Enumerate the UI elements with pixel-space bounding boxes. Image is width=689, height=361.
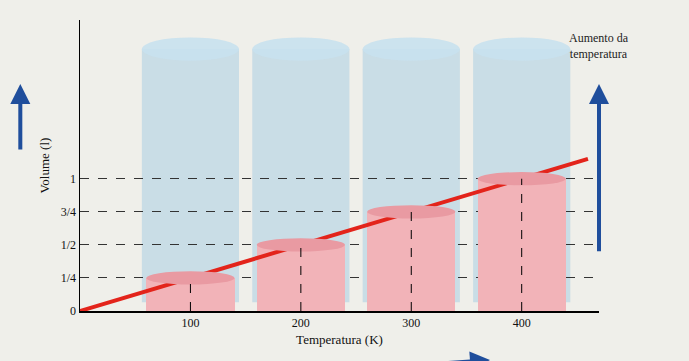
svg-text:Aumento datemperatura: Aumento datemperatura	[569, 31, 629, 61]
svg-text:Volume (l): Volume (l)	[37, 138, 52, 194]
svg-text:1/2: 1/2	[61, 238, 76, 252]
svg-text:400: 400	[513, 316, 531, 330]
svg-text:0: 0	[70, 304, 76, 318]
svg-text:100: 100	[181, 316, 199, 330]
svg-text:3/4: 3/4	[61, 205, 76, 219]
svg-text:Temperatura (K): Temperatura (K)	[296, 332, 383, 347]
svg-text:1: 1	[70, 172, 76, 186]
svg-text:1/4: 1/4	[61, 271, 76, 285]
svg-text:200: 200	[292, 316, 310, 330]
svg-text:300: 300	[402, 316, 420, 330]
